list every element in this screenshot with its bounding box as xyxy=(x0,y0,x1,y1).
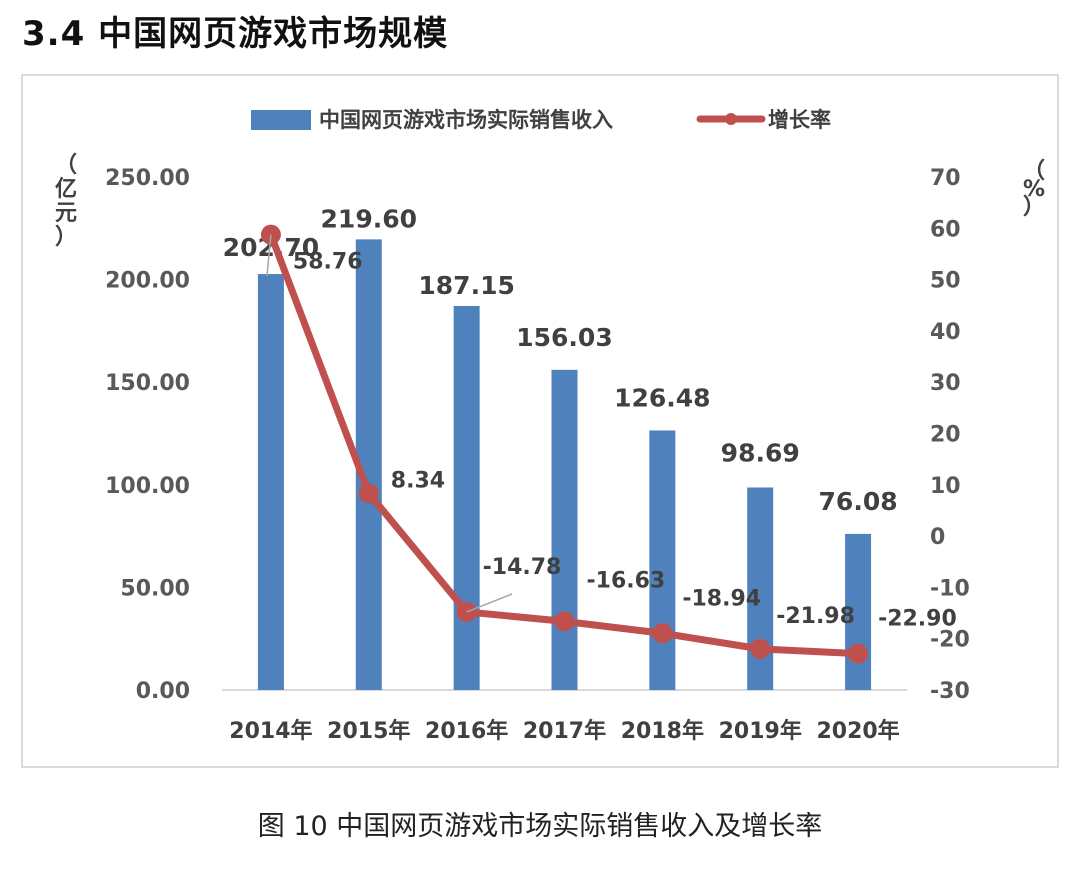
bar xyxy=(551,369,578,690)
y-right-tick-label: 40 xyxy=(930,320,961,345)
x-category-label: 2015年 xyxy=(327,718,410,744)
y-left-tick-label: 100.00 xyxy=(105,474,190,499)
legend-line-label: 增长率 xyxy=(768,108,831,132)
legend-line-marker xyxy=(725,113,737,125)
growth-value-label: -21.98 xyxy=(776,604,855,629)
leader-line xyxy=(266,234,272,277)
y-left-tick-label: 0.00 xyxy=(136,679,190,704)
growth-value-label: -14.78 xyxy=(483,555,562,580)
figure-caption: 图 10 中国网页游戏市场实际销售收入及增长率 xyxy=(257,811,823,842)
growth-point xyxy=(750,638,771,659)
y-right-tick-label: -10 xyxy=(930,576,970,601)
legend-bar-label: 中国网页游戏市场实际销售收入 xyxy=(319,108,613,132)
bar xyxy=(257,274,284,690)
y-left-tick-label: 200.00 xyxy=(105,269,190,294)
y-left-unit-label: 元 xyxy=(55,201,77,226)
x-category-label: 2017年 xyxy=(523,718,606,744)
y-right-tick-label: 30 xyxy=(930,371,961,396)
y-left-tick-label: 50.00 xyxy=(120,576,190,601)
y-left-tick-label: 150.00 xyxy=(105,371,190,396)
y-left-tick-label: 250.00 xyxy=(105,166,190,191)
bar-value-label: 98.69 xyxy=(721,438,800,467)
x-category-label: 2016年 xyxy=(425,718,508,744)
y-right-tick-label: 10 xyxy=(930,474,961,499)
growth-point xyxy=(848,643,869,664)
y-right-unit-label: % xyxy=(1023,177,1045,202)
x-category-label: 2014年 xyxy=(229,718,312,744)
legend-bar-swatch xyxy=(251,110,311,130)
y-right-tick-label: -20 xyxy=(930,628,970,653)
bar-value-label: 187.15 xyxy=(418,271,514,300)
y-right-tick-label: 60 xyxy=(930,217,961,242)
leader-line xyxy=(466,593,513,613)
y-left-unit-label: ） xyxy=(55,225,77,250)
growth-value-label: 8.34 xyxy=(391,468,445,493)
bar xyxy=(453,305,480,690)
x-category-label: 2019年 xyxy=(719,718,802,744)
growth-point xyxy=(358,483,379,504)
bar-value-label: 156.03 xyxy=(516,323,612,352)
y-right-unit-label: （ xyxy=(1023,159,1045,184)
bar xyxy=(649,430,676,690)
y-right-unit-label: ） xyxy=(1023,195,1045,220)
y-right-tick-label: -30 xyxy=(930,679,970,704)
x-category-label: 2018年 xyxy=(621,718,704,744)
y-left-unit-label: （ xyxy=(55,153,77,178)
section-heading: 3.4 中国网页游戏市场规模 xyxy=(22,14,449,54)
growth-point xyxy=(554,611,575,632)
bar-value-label: 219.60 xyxy=(321,204,417,233)
x-category-label: 2020年 xyxy=(816,718,899,744)
growth-point xyxy=(652,623,673,644)
chart-frame xyxy=(21,74,1059,768)
bar xyxy=(845,533,872,690)
y-right-tick-label: 20 xyxy=(930,423,961,448)
y-right-tick-label: 0 xyxy=(930,525,945,550)
bar-value-label: 126.48 xyxy=(614,383,710,412)
y-right-tick-label: 50 xyxy=(930,269,961,294)
y-right-tick-label: 70 xyxy=(930,166,961,191)
growth-value-label: -18.94 xyxy=(682,586,761,611)
growth-value-label: -22.90 xyxy=(878,607,957,632)
growth-value-label: -16.63 xyxy=(587,568,666,593)
bar-value-label: 76.08 xyxy=(819,487,898,516)
growth-value-label: 58.76 xyxy=(293,250,363,275)
y-left-unit-label: 亿 xyxy=(55,177,77,202)
